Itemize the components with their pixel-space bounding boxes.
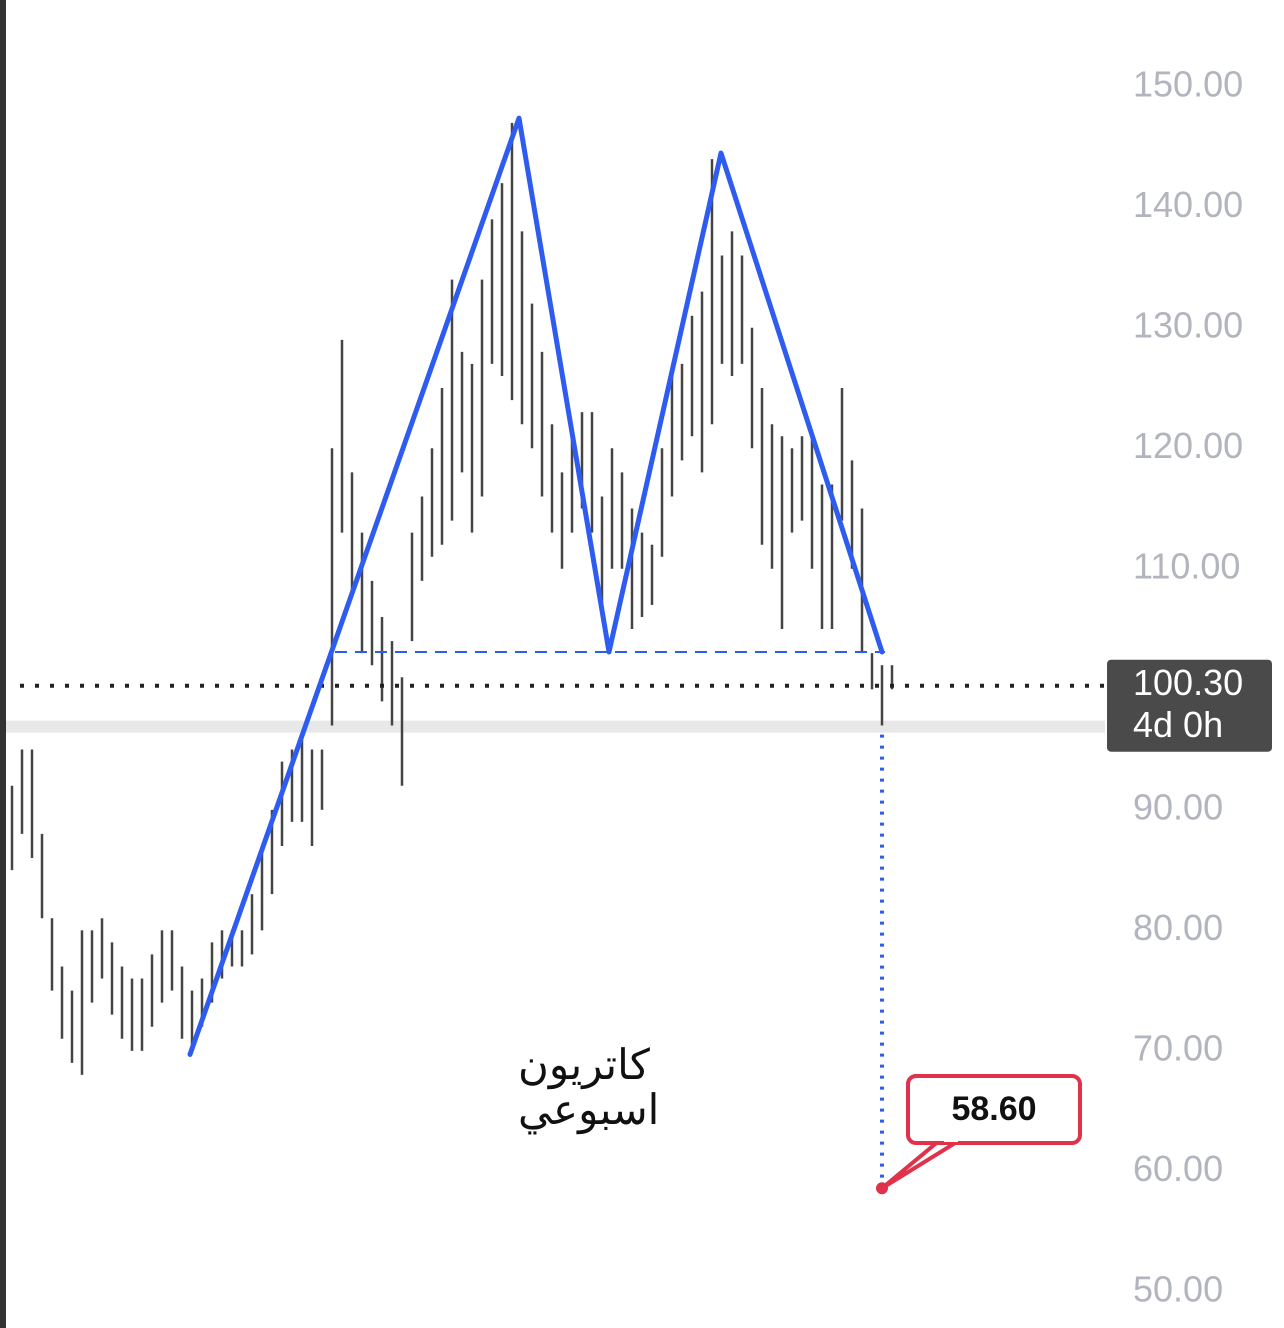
annotation: اسبوعي	[518, 1086, 659, 1135]
y-tick-label: 150.00	[1133, 63, 1243, 104]
y-tick-label: 60.00	[1133, 1148, 1223, 1189]
target-label: 58.60	[951, 1090, 1036, 1128]
y-tick-label: 90.00	[1133, 786, 1223, 827]
y-tick-label: 140.00	[1133, 184, 1243, 225]
y-tick-label: 110.00	[1133, 545, 1240, 586]
target-point	[876, 1182, 888, 1195]
countdown-label: 4d 0h	[1133, 704, 1223, 745]
target-gap	[944, 1136, 958, 1142]
y-tick-label: 80.00	[1133, 907, 1223, 948]
target-pointer	[880, 1138, 962, 1191]
price-box	[1107, 659, 1272, 752]
price-label: 100.30	[1133, 662, 1243, 703]
y-tick-label: 70.00	[1133, 1027, 1223, 1068]
target-box	[906, 1074, 1082, 1145]
y-tick-label: 120.00	[1133, 425, 1243, 466]
annotation: كاتريون	[518, 1041, 650, 1090]
pattern-line	[187, 115, 885, 1057]
y-tick-label: 130.00	[1133, 304, 1243, 345]
highlight-band	[6, 720, 1105, 733]
y-tick-label: 50.00	[1133, 1268, 1223, 1309]
left-edge	[0, 0, 6, 1328]
